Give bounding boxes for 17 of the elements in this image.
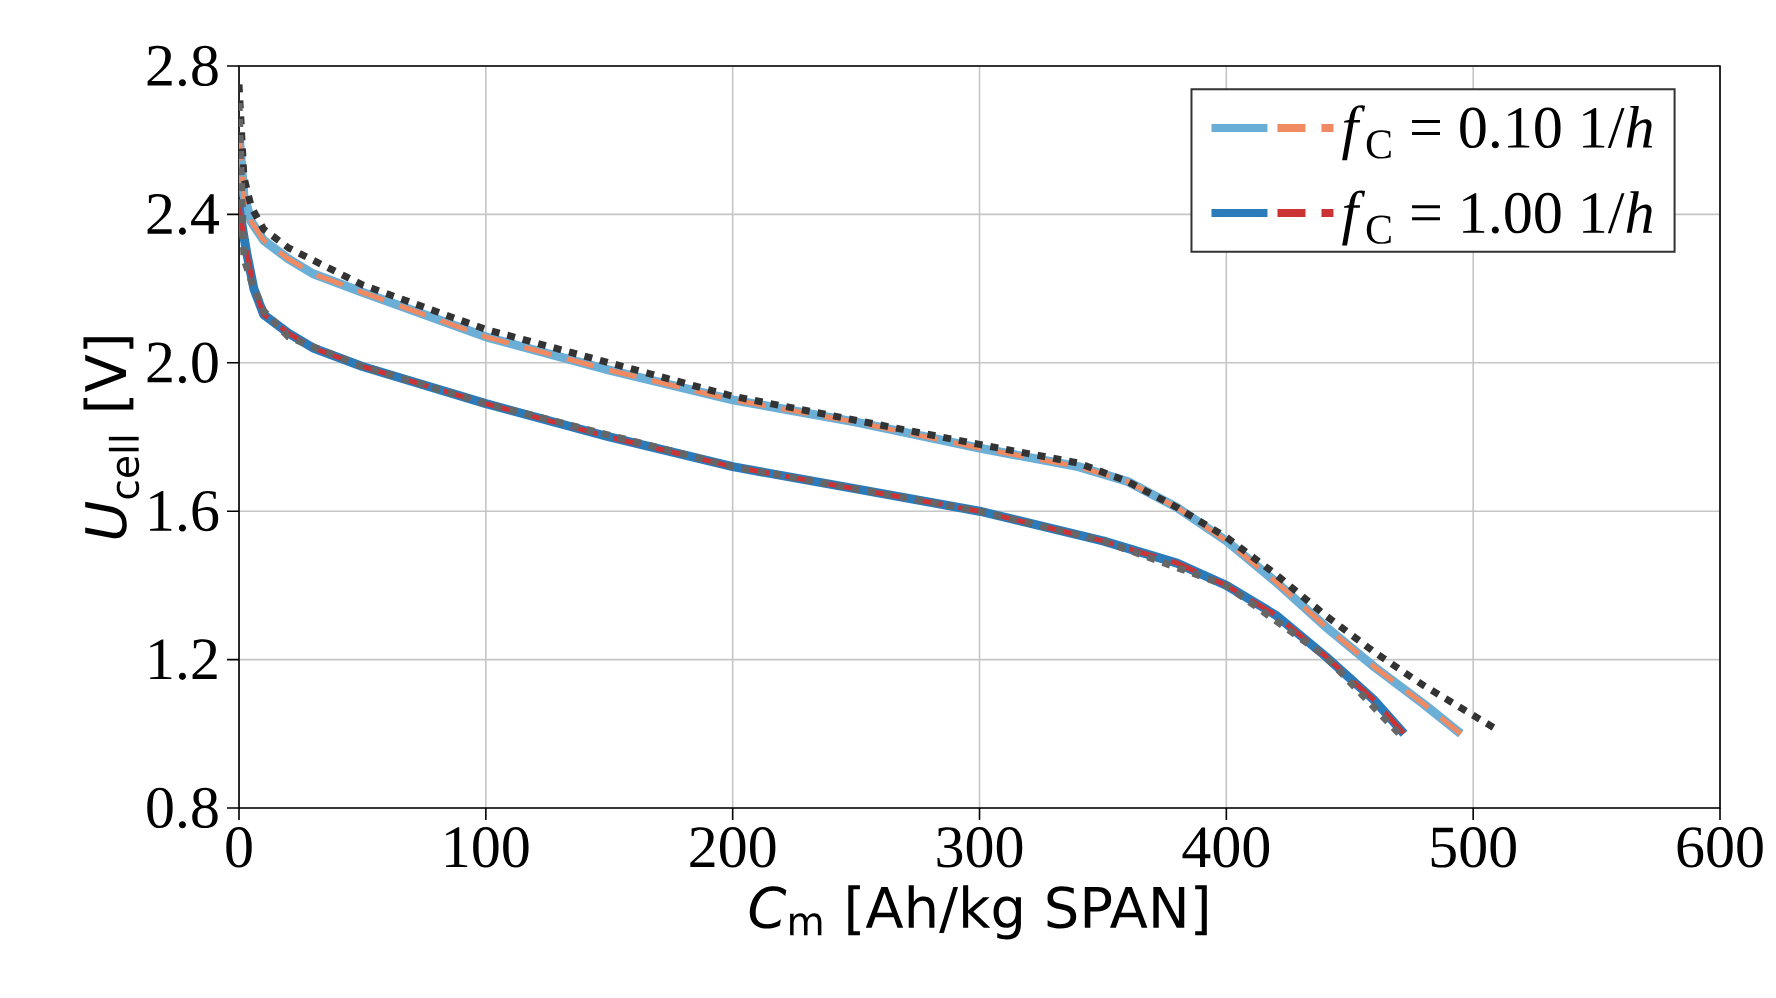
x-axis-title: C$_{m}$ [Ah/kg SPAN] bbox=[749, 885, 1207, 940]
legend-label: f$_{C}$ = 0.10 1/h bbox=[1342, 105, 1653, 161]
y-tick-label: 0.8 bbox=[147, 787, 218, 829]
x-tick-label: 300 bbox=[937, 827, 1023, 868]
x-tick-label: 500 bbox=[1431, 827, 1516, 868]
y-tick-label: 2.0 bbox=[147, 342, 218, 384]
y-tick-label: 1.2 bbox=[150, 639, 217, 680]
legend-label: f$_{C}$ = 1.00 1/h bbox=[1342, 190, 1653, 246]
x-tick-label: 400 bbox=[1182, 827, 1270, 868]
y-axis-title: U$_{cell}$ [V] bbox=[83, 337, 140, 539]
y-tick-label: 2.8 bbox=[147, 45, 218, 87]
x-tick-label: 0 bbox=[226, 827, 252, 868]
y-tick-label: 1.6 bbox=[150, 490, 219, 532]
x-tick-label: 600 bbox=[1677, 827, 1763, 868]
y-tick-label: 2.4 bbox=[147, 194, 220, 235]
x-tick-label: 100 bbox=[446, 827, 529, 868]
x-tick-label: 200 bbox=[690, 827, 776, 868]
